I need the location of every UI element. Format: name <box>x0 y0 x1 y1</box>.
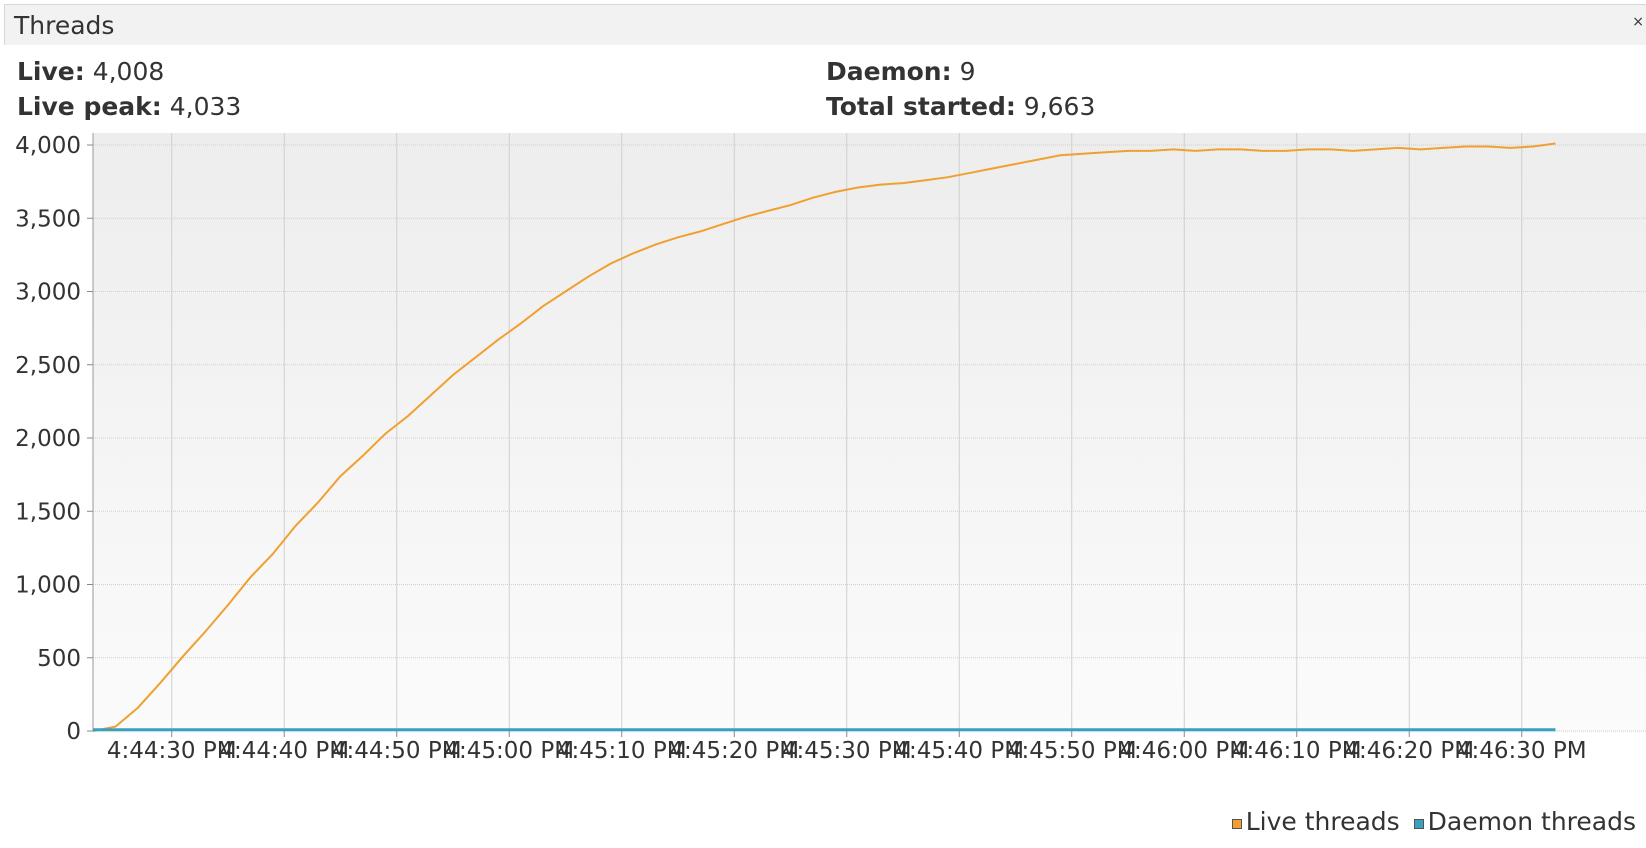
stat-total-started: Total started: 9,663 <box>826 92 1095 121</box>
stat-daemon-label: Daemon: <box>826 57 952 86</box>
stat-total-started-value: 9,663 <box>1023 92 1096 121</box>
stat-live: Live: 4,008 <box>17 57 164 86</box>
legend-daemon-label: Daemon threads <box>1427 807 1636 836</box>
legend-daemon-swatch <box>1413 819 1424 829</box>
stat-live-value: 4,008 <box>92 57 165 86</box>
chart-legend: Live threads Daemon threads <box>1226 807 1636 836</box>
y-tick-label: 4,000 <box>15 133 81 159</box>
live-threads-line <box>92 142 1556 732</box>
stat-live-label: Live: <box>17 57 85 86</box>
panel-title: Threads <box>14 11 115 40</box>
legend-live-swatch <box>1231 819 1242 829</box>
x-tick-label: 4:45:50 PM <box>1007 738 1137 764</box>
stat-live-peak-label: Live peak: <box>17 92 162 121</box>
x-tick-label: 4:46:30 PM <box>1457 738 1587 764</box>
threads-panel-header: Threads × <box>4 4 1646 45</box>
y-tick-label: 1,500 <box>15 499 81 525</box>
legend-daemon[interactable]: Daemon threads <box>1413 807 1636 836</box>
stat-live-peak: Live peak: 4,033 <box>17 92 241 121</box>
y-tick-label: 2,500 <box>15 353 81 379</box>
plot-area <box>93 133 1646 733</box>
y-tick-label: 2,000 <box>15 426 81 452</box>
x-tick-label: 4:44:40 PM <box>219 738 349 764</box>
y-tick-label: 0 <box>66 719 81 745</box>
y-tick-label: 3,000 <box>15 280 81 306</box>
thread-stats: Live: 4,008 Live peak: 4,033 Daemon: 9 T… <box>0 45 1646 133</box>
x-tick-label: 4:45:00 PM <box>444 738 574 764</box>
threads-chart: 05001,0001,5002,0002,5003,0003,5004,000 … <box>15 133 1646 764</box>
legend-live-label: Live threads <box>1245 807 1400 836</box>
x-tick-label: 4:46:10 PM <box>1232 738 1362 764</box>
x-tick-label: 4:44:50 PM <box>332 738 462 764</box>
x-tick-label: 4:44:30 PM <box>107 738 237 764</box>
stat-daemon-value: 9 <box>959 57 976 86</box>
close-icon[interactable]: × <box>1632 14 1644 30</box>
x-tick-label: 4:45:30 PM <box>782 738 912 764</box>
x-tick-label: 4:46:20 PM <box>1344 738 1474 764</box>
y-tick-label: 500 <box>37 646 81 672</box>
x-tick-label: 4:46:00 PM <box>1119 738 1249 764</box>
stat-live-peak-value: 4,033 <box>169 92 242 121</box>
legend-live[interactable]: Live threads <box>1231 807 1400 836</box>
y-tick-label: 3,500 <box>15 206 81 232</box>
stat-total-started-label: Total started: <box>826 92 1016 121</box>
stat-daemon: Daemon: 9 <box>826 57 975 86</box>
x-tick-label: 4:45:20 PM <box>669 738 799 764</box>
x-tick-label: 4:45:10 PM <box>557 738 687 764</box>
x-tick-label: 4:45:40 PM <box>894 738 1024 764</box>
y-tick-label: 1,000 <box>15 573 81 599</box>
